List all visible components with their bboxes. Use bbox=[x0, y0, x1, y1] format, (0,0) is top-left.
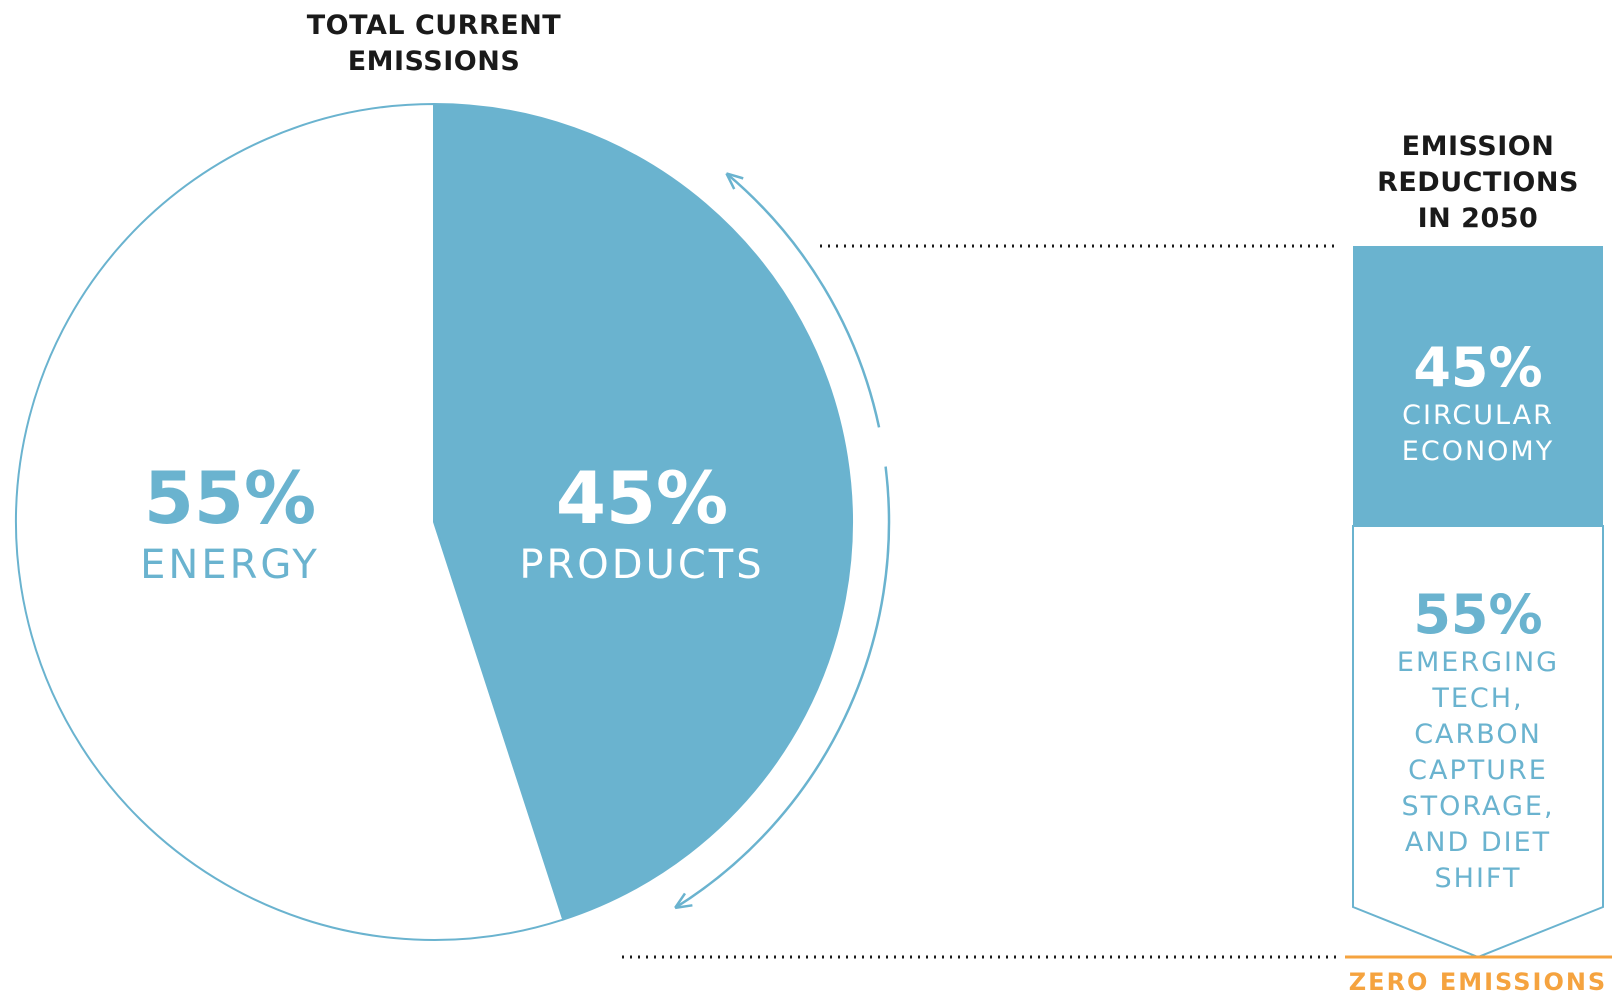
segment-emerging-label-line: AND DIET bbox=[1405, 827, 1551, 858]
bar-segment-circular-economy bbox=[1353, 246, 1603, 526]
segment-emerging-label-line: TECH, bbox=[1431, 683, 1523, 714]
segment-emerging-label-line: EMERGING bbox=[1397, 647, 1559, 678]
slice-energy-label: ENERGY bbox=[140, 542, 320, 588]
pie-title-line-2: EMISSIONS bbox=[348, 46, 521, 77]
segment-emerging-value: 55% bbox=[1413, 583, 1542, 646]
segment-emerging-label-line: SHIFT bbox=[1435, 863, 1522, 894]
pie-title-line-1: TOTAL CURRENT bbox=[307, 10, 562, 41]
reduction-bar bbox=[1352, 246, 1604, 959]
segment-circular-value: 45% bbox=[1413, 336, 1542, 399]
slice-products-label: PRODUCTS bbox=[519, 542, 764, 588]
arrowhead-icon bbox=[674, 892, 693, 910]
pie-slice-products bbox=[433, 102, 853, 921]
segment-circular-label-line: CIRCULAR bbox=[1402, 400, 1554, 431]
pie-slice-energy bbox=[15, 102, 565, 941]
segment-circular-label-line: ECONOMY bbox=[1402, 436, 1554, 467]
bar-title-line-2: REDUCTIONS bbox=[1377, 167, 1579, 198]
pie-chart bbox=[15, 102, 853, 941]
arrowhead-icon bbox=[725, 172, 744, 190]
bar-title-line-3: IN 2050 bbox=[1418, 203, 1539, 234]
slice-products-value: 45% bbox=[556, 456, 728, 540]
bar-segment-emerging-tech bbox=[1352, 524, 1604, 959]
arrow-arc-upper bbox=[725, 172, 881, 428]
segment-emerging-label-line: STORAGE, bbox=[1401, 791, 1554, 822]
bar-title-line-1: EMISSION bbox=[1402, 131, 1555, 162]
segment-emerging-label-line: CAPTURE bbox=[1408, 755, 1548, 786]
segment-emerging-label-line: CARBON bbox=[1414, 719, 1542, 750]
zero-emissions-label: ZERO EMISSIONS bbox=[1349, 968, 1607, 996]
arrow-arc-lower bbox=[674, 466, 891, 909]
slice-energy-value: 55% bbox=[144, 456, 316, 540]
reduction-arrow bbox=[674, 172, 891, 910]
